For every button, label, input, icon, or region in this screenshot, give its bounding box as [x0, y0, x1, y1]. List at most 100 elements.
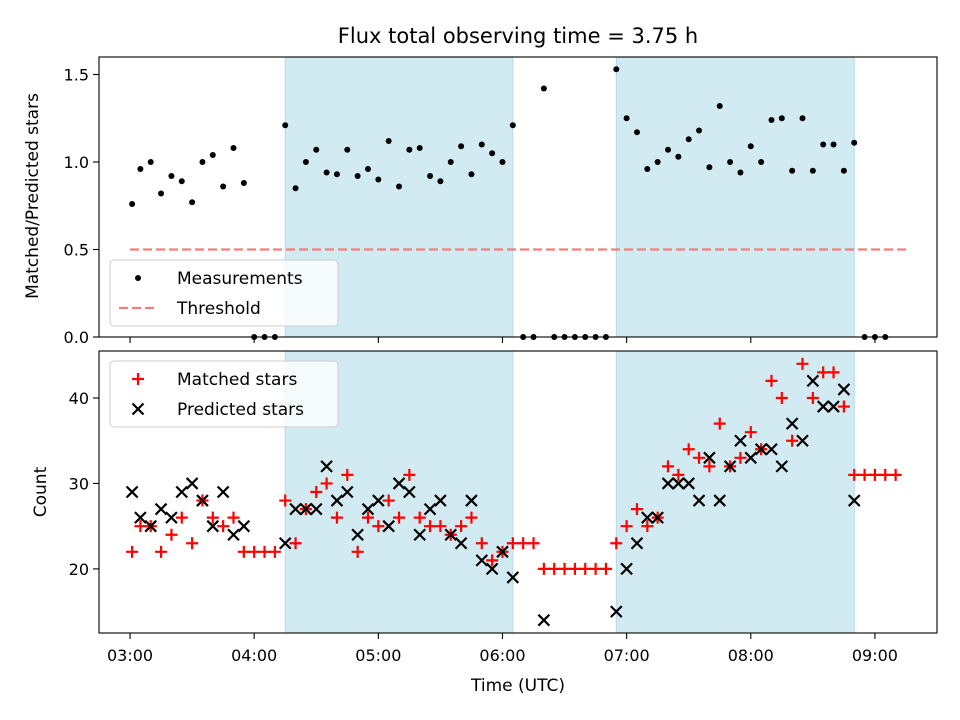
top-measurements-point	[302, 159, 309, 165]
top-measurements-point	[458, 143, 465, 150]
bottom-predicted-stars-point	[620, 562, 633, 576]
x-tick-label: 09:00	[852, 646, 898, 665]
x-tick-label: 05:00	[355, 646, 401, 665]
top-measurements-point	[675, 153, 682, 160]
bottom-matched-stars-point	[186, 537, 199, 550]
bottom-predicted-stars-point	[289, 502, 302, 516]
legend-label: Predicted stars	[177, 400, 304, 420]
top-measurements-point	[282, 122, 289, 129]
bottom-matched-stars-point	[610, 537, 623, 550]
legend-label: Measurements	[177, 269, 303, 289]
top-measurements-point	[364, 166, 371, 172]
top-measurements-point	[851, 139, 858, 146]
bottom-matched-stars-point	[506, 537, 519, 550]
bottom-predicted-stars-point	[827, 400, 840, 413]
x-tick-label: 07:00	[604, 646, 650, 665]
bottom-matched-stars-point	[806, 392, 819, 404]
bottom-matched-stars-point	[630, 503, 643, 516]
top-measurements-point	[147, 159, 154, 165]
bottom-matched-stars-point	[837, 400, 850, 413]
top-measurements-point	[199, 159, 206, 165]
bottom-predicted-stars-point	[434, 494, 447, 507]
bottom-matched-stars-point	[713, 417, 726, 430]
bottom-predicted-stars-point	[537, 613, 551, 627]
top-y-tick-label: 1.0	[64, 153, 89, 172]
bottom-predicted-stars-point	[465, 494, 478, 507]
bottom-predicted-stars-point	[423, 502, 437, 516]
bottom-matched-stars-point	[486, 554, 499, 567]
bottom-matched-stars-point	[537, 562, 550, 575]
bottom-predicted-stars-point	[351, 528, 364, 542]
top-measurements-point	[799, 115, 806, 122]
top-measurements-point	[747, 143, 754, 150]
top-measurements-point	[737, 169, 744, 176]
bottom-predicted-stars-point	[485, 562, 499, 576]
bottom-predicted-stars-point	[154, 502, 168, 516]
bottom-matched-stars-point	[455, 520, 468, 533]
bottom-matched-stars-point	[155, 545, 168, 558]
top-measurements-point	[706, 164, 713, 171]
top-measurements-point	[416, 145, 423, 151]
top-measurements-point	[727, 159, 734, 165]
top-measurements-point	[292, 185, 299, 192]
bottom-matched-stars-point	[258, 545, 271, 558]
bottom-matched-stars-point	[796, 357, 809, 370]
bottom-matched-stars-point	[382, 494, 395, 507]
bottom-matched-stars-point	[126, 545, 139, 558]
bottom-matched-stars-point	[620, 520, 633, 533]
top-panel: 0.0 0.5 1.0 1.5 Measurements Threshold	[64, 56, 938, 347]
bottom-predicted-stars-point	[144, 519, 158, 533]
x-tick-label: 08:00	[728, 646, 774, 665]
top-measurements-point	[375, 176, 382, 183]
bottom-matched-stars-point	[662, 460, 675, 473]
x-tick-label: 06:00	[479, 646, 525, 665]
top-measurements-point	[644, 166, 651, 172]
bottom-matched-stars-point	[351, 545, 364, 558]
top-measurements-point	[820, 141, 827, 148]
top-measurements-point	[158, 190, 165, 197]
bottom-predicted-stars-point	[413, 528, 426, 542]
top-measurements-point	[344, 146, 351, 153]
bottom-legend: Matched stars Predicted stars	[109, 360, 339, 428]
bottom-matched-stars-point	[734, 451, 747, 464]
bottom-matched-stars-point	[817, 366, 830, 379]
bottom-predicted-stars-point	[641, 511, 654, 524]
bottom-matched-stars-point	[548, 562, 561, 575]
bottom-matched-stars-point	[858, 468, 871, 481]
bottom-matched-stars-point	[465, 511, 478, 524]
top-measurements-point	[840, 167, 847, 174]
bottom-matched-stars-point	[165, 528, 178, 541]
bottom-matched-stars-point	[206, 511, 219, 524]
bottom-predicted-stars-point	[403, 485, 416, 499]
bottom-predicted-stars-point	[382, 519, 395, 533]
top-measurements-point	[323, 169, 330, 176]
bottom-predicted-stars-point	[847, 494, 861, 507]
bottom-predicted-stars-point	[227, 528, 240, 542]
bottom-matched-stars-point	[341, 468, 354, 481]
top-y-tick-label: 0.5	[64, 241, 89, 260]
top-measurements-point	[478, 141, 485, 148]
bottom-matched-stars-point	[372, 520, 385, 533]
bottom-predicted-stars-point	[299, 502, 313, 516]
bottom-predicted-stars-point	[444, 528, 458, 542]
x-axis-label: Time (UTC)	[470, 676, 565, 696]
bottom-matched-stars-point	[434, 520, 447, 533]
bottom-matched-stars-point	[424, 520, 437, 533]
bottom-predicted-stars-point	[196, 494, 209, 507]
legend-marker	[135, 275, 141, 281]
top-measurements-point	[696, 127, 703, 134]
bottom-y-tick-label: 40	[69, 389, 89, 408]
legend-marker	[132, 373, 144, 385]
bottom-matched-stars-point	[413, 511, 426, 524]
top-measurements-point	[189, 199, 196, 206]
top-measurements-point	[427, 173, 434, 179]
bottom-matched-stars-point	[682, 443, 695, 456]
bottom-predicted-stars-point	[651, 511, 664, 524]
bottom-predicted-stars-point	[341, 485, 354, 499]
bottom-matched-stars-point	[558, 562, 571, 575]
bottom-predicted-stars-point	[125, 485, 139, 499]
bottom-matched-stars-point	[320, 477, 333, 490]
x-tick-label: 04:00	[231, 646, 277, 665]
bottom-predicted-stars-point	[175, 485, 189, 499]
